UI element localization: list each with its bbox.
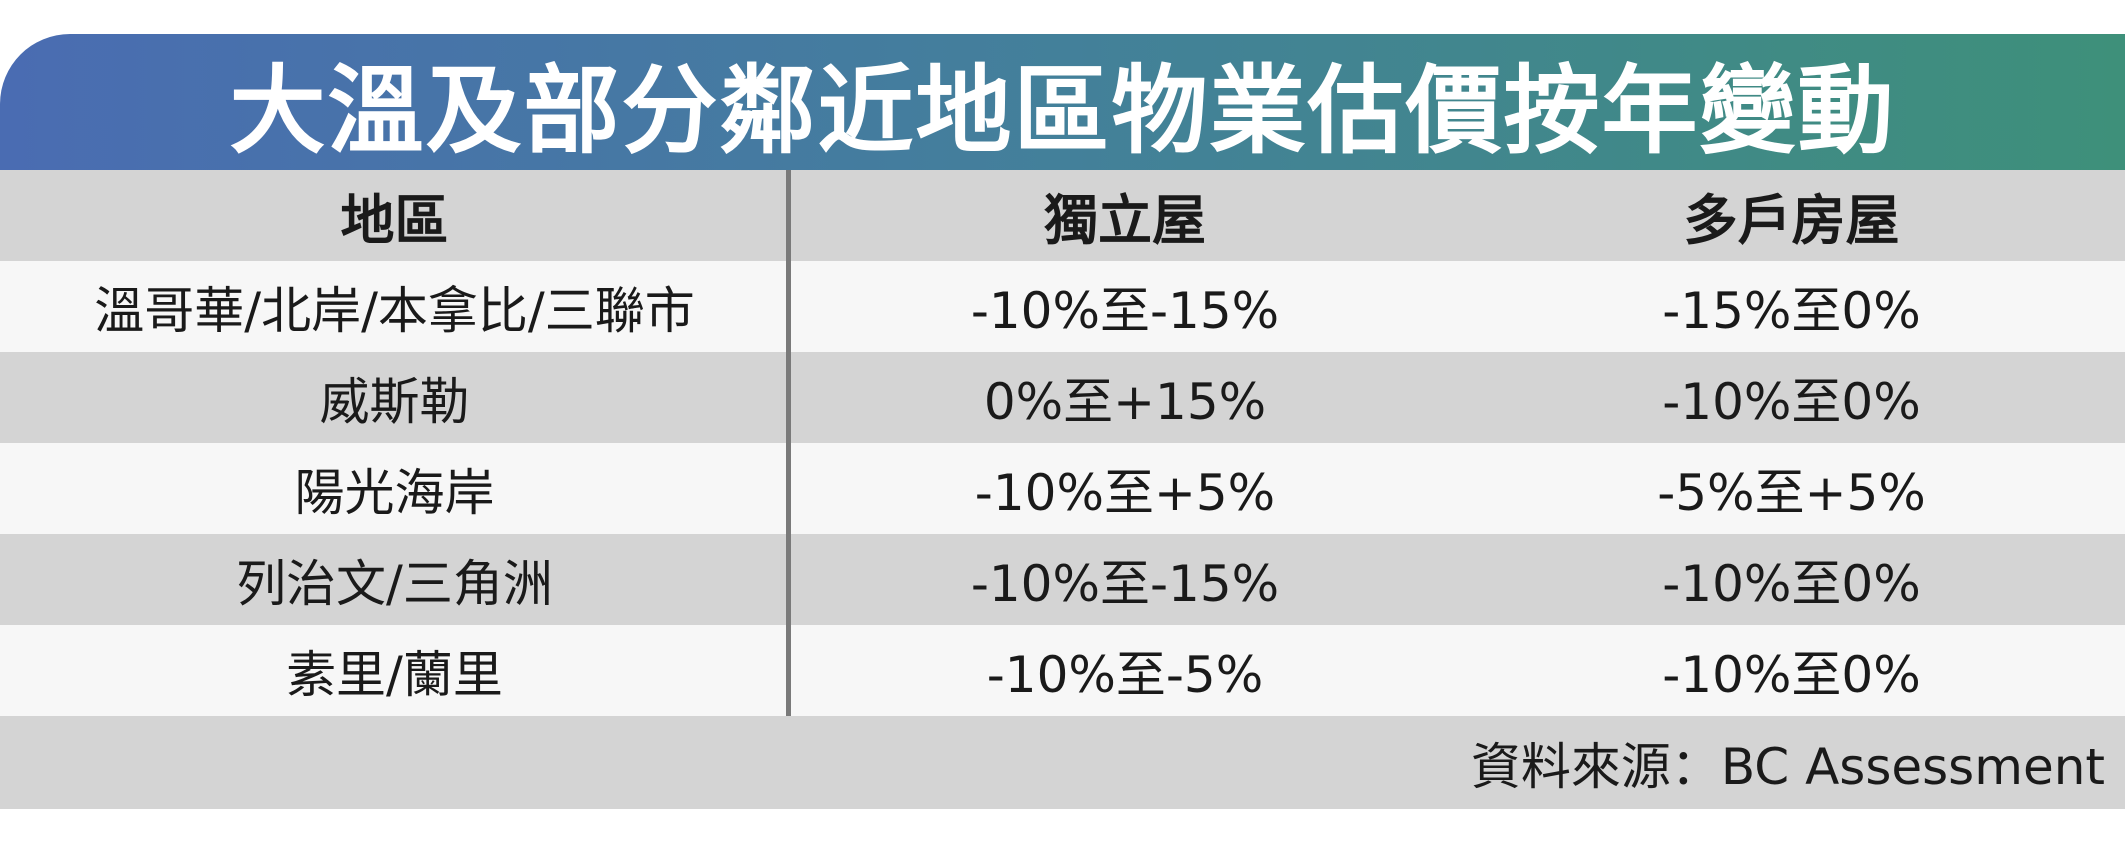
cell: -10%至+5% [974, 463, 1276, 522]
cell: 威斯勒 [319, 372, 470, 431]
cell: -10%至-5% [986, 645, 1264, 704]
cell: 素里/蘭里 [286, 645, 503, 704]
table-row: 威斯勒 0%至+15% -10%至0% [0, 352, 2125, 443]
cell: -15%至0% [1662, 281, 1921, 340]
source: 資料來源：BC Assessment [1470, 737, 2105, 796]
cell: -10%至-15% [970, 554, 1280, 613]
cell: 溫哥華/北岸/本拿比/三聯市 [94, 281, 695, 340]
table-row: 溫哥華/北岸/本拿比/三聯市 -10%至-15% -15%至0% [0, 261, 2125, 352]
table-row: 列治文/三角洲 -10%至-15% -10%至0% [0, 534, 2125, 625]
title: 大溫及部分鄰近地區物業估價按年變動 [0, 34, 2125, 170]
header-row: 地區 獨立屋 多戶房屋 [0, 170, 2125, 261]
column-divider [786, 170, 791, 716]
table-row: 素里/蘭里 -10%至-5% -10%至0% [0, 625, 2125, 716]
cell: 0%至+15% [983, 372, 1267, 431]
cell: 多戶房屋 [1683, 189, 1900, 252]
cell: 列治文/三角洲 [236, 554, 553, 613]
cell: -10%至0% [1662, 554, 1921, 613]
cell: -10%至0% [1662, 645, 1921, 704]
cell: 獨立屋 [1044, 189, 1206, 252]
cell: 陽光海岸 [294, 463, 495, 522]
cell: -5%至+5% [1657, 463, 1926, 522]
cell: -10%至0% [1662, 372, 1921, 431]
cell: -10%至-15% [970, 281, 1280, 340]
table-row: 陽光海岸 -10%至+5% -5%至+5% [0, 443, 2125, 534]
cell: 地區 [340, 189, 449, 252]
source-bar: 資料來源：BC Assessment [0, 716, 2125, 809]
